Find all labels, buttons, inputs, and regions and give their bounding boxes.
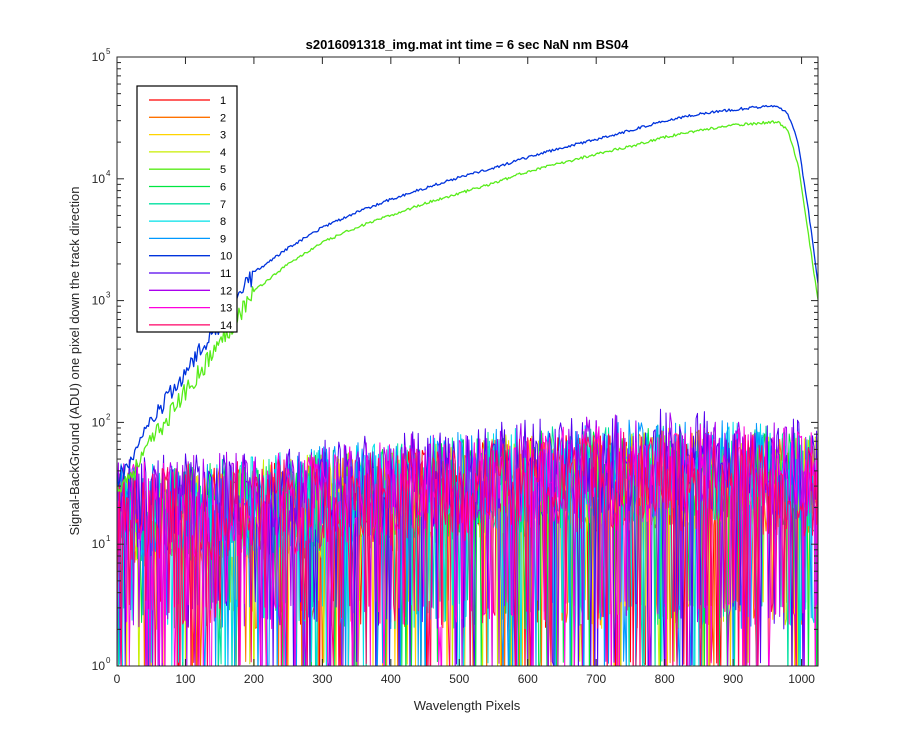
x-tick-label: 300 <box>312 672 332 686</box>
y-tick-label: 10 3 <box>92 291 111 308</box>
legend-label: 7 <box>220 199 226 211</box>
series-line-13 <box>117 423 818 666</box>
x-tick-label: 700 <box>586 672 606 686</box>
y-tick-base: 10 <box>92 537 106 551</box>
legend-label: 13 <box>220 303 232 315</box>
chart-title: s2016091318_img.mat int time = 6 sec NaN… <box>306 37 629 52</box>
y-tick-base: 10 <box>92 294 106 308</box>
legend-box <box>136 85 238 333</box>
legend-label: 14 <box>220 320 232 332</box>
legend-label: 11 <box>220 268 231 280</box>
y-tick-exponent: 0 <box>106 656 111 665</box>
x-tick-label: 1000 <box>788 672 815 686</box>
y-tick-exponent: 3 <box>106 291 111 300</box>
legend-label: 10 <box>220 251 232 263</box>
y-tick-base: 10 <box>92 172 106 186</box>
x-axis-label: Wavelength Pixels <box>414 698 521 713</box>
legend-label: 2 <box>220 112 226 124</box>
x-axis: 0 100 200 300 400 500 600 700 800 900 1000 <box>114 57 815 686</box>
x-tick-label: 0 <box>114 672 121 686</box>
y-tick-exponent: 5 <box>106 47 111 56</box>
legend-label: 9 <box>220 233 226 245</box>
x-tick-label: 600 <box>518 672 538 686</box>
y-tick-label: 10 5 <box>92 47 111 64</box>
y-tick-label: 10 0 <box>92 656 111 673</box>
y-axis-label: Signal-BackGround (ADU) one pixel down t… <box>67 186 82 535</box>
legend-label: 8 <box>220 216 226 228</box>
x-tick-label: 400 <box>381 672 401 686</box>
y-tick-exponent: 1 <box>106 534 111 543</box>
plot-frame <box>116 56 819 667</box>
legend-label: 1 <box>220 95 226 107</box>
x-tick-label: 100 <box>175 672 195 686</box>
y-tick-label: 10 1 <box>92 534 111 551</box>
x-tick-label: 900 <box>723 672 743 686</box>
x-tick-label: 200 <box>244 672 264 686</box>
y-tick-base: 10 <box>92 415 106 429</box>
legend-label: 12 <box>220 285 232 297</box>
legend-label: 5 <box>220 164 226 176</box>
legend-label: 6 <box>220 182 226 194</box>
y-tick-base: 10 <box>92 50 106 64</box>
legend-label: 4 <box>220 147 226 159</box>
x-tick-label: 800 <box>655 672 675 686</box>
y-tick-exponent: 2 <box>106 412 111 421</box>
y-tick-exponent: 4 <box>106 169 111 178</box>
x-tick-label: 500 <box>449 672 469 686</box>
legend-label: 3 <box>220 130 226 142</box>
series-line-14 <box>117 431 818 666</box>
y-tick-base: 10 <box>92 659 106 673</box>
y-tick-label: 10 4 <box>92 169 111 186</box>
y-tick-label: 10 2 <box>92 412 111 429</box>
